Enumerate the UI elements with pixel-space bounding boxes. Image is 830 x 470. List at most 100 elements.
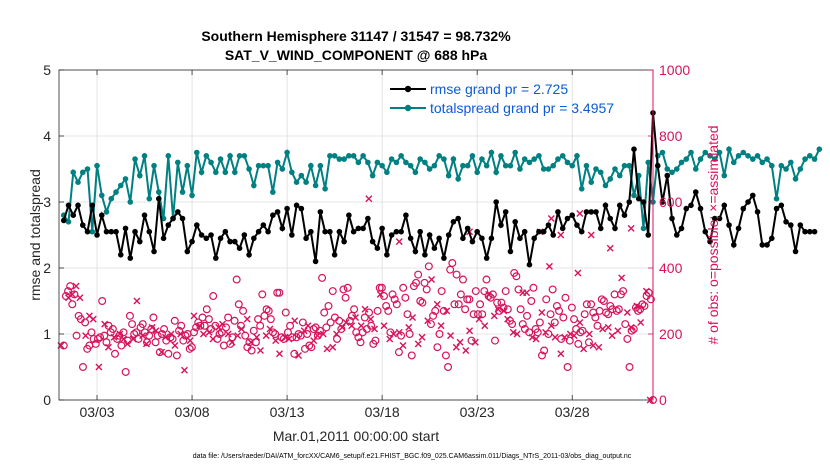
rmse-marker [412, 248, 419, 255]
spread-marker [236, 153, 243, 159]
obs-assimilated-stroke [528, 333, 536, 341]
obs-possible-marker [134, 334, 143, 343]
spread-marker [540, 166, 547, 172]
obs-assimilated-stroke [253, 333, 261, 341]
spread-marker [426, 166, 433, 172]
obs-assimilated-marker [390, 330, 398, 338]
obs-assimilated-marker [291, 317, 299, 325]
obs-assimilated-stroke [561, 333, 569, 341]
spread-marker [631, 192, 637, 199]
obs-possible-marker [450, 300, 459, 309]
obs-assimilated-marker [180, 366, 188, 374]
rmse-marker [754, 209, 761, 215]
rmse-marker [155, 195, 162, 202]
rmse-marker [702, 228, 709, 235]
spread-marker [545, 166, 552, 172]
obs-assimilated-stroke [357, 322, 365, 330]
obs-assimilated-marker [604, 323, 612, 331]
obs-assimilated-stroke [418, 333, 426, 341]
rmse-marker [749, 192, 756, 199]
rmse-marker [60, 217, 67, 224]
obs-assimilated-stroke [161, 333, 169, 341]
rmse-marker [640, 199, 647, 205]
rmse-marker [726, 222, 732, 228]
obs-possible-marker [456, 290, 465, 299]
obs-assimilated-marker [504, 315, 512, 323]
spread-marker [721, 172, 728, 179]
obs-possible-marker [333, 334, 342, 343]
rmse-marker [336, 228, 343, 235]
obs-assimilated-marker [589, 342, 597, 350]
spread-marker [403, 159, 409, 166]
spread-marker [811, 156, 818, 162]
rmse-marker [217, 235, 224, 242]
rmse-marker [659, 199, 666, 205]
obs-assimilated-marker [116, 330, 124, 338]
spread-marker [203, 153, 210, 159]
obs-assimilated-stroke [623, 309, 631, 317]
rmse-marker [393, 228, 400, 235]
obs-possible-marker [247, 346, 256, 355]
spread-marker [640, 225, 647, 232]
spread-marker [692, 166, 699, 172]
spread-marker [308, 162, 314, 169]
obs-assimilated-marker [627, 224, 635, 232]
spread-marker [241, 153, 248, 159]
obs-assimilated-stroke [481, 322, 489, 330]
spread-marker [136, 172, 143, 179]
obs-assimilated-marker [158, 348, 166, 356]
obs-assimilated-stroke [456, 338, 464, 346]
obs-possible-marker [232, 275, 241, 284]
obs-assimilated-marker [89, 315, 97, 323]
rmse-marker [678, 225, 685, 232]
ticks: 03/03 03/08 03/13 03/18 03/23 03/28 0 1 2 3 4 5 0 200… [43, 62, 690, 420]
rmse-marker [284, 205, 290, 212]
spread-marker [441, 156, 447, 162]
rmse-marker [312, 258, 319, 265]
footer-data-file: data file: /Users/raeder/DAI/ATM_forcXX/… [193, 453, 632, 460]
obs-assimilated-marker [606, 244, 614, 252]
obs-possible-marker [501, 287, 510, 296]
obs-possible-marker [542, 295, 551, 304]
obs-possible-marker [384, 306, 393, 315]
rmse-marker [70, 212, 77, 218]
obs-possible-marker [390, 295, 399, 304]
obs-possible-marker [591, 313, 600, 322]
obs-assimilated-marker [177, 330, 185, 338]
spread-marker [474, 169, 480, 176]
spread-marker [431, 162, 438, 169]
obs-assimilated-marker [186, 337, 194, 345]
obs-assimilated-stroke [82, 332, 90, 340]
spread-marker [108, 195, 115, 202]
obs-assimilated-marker [338, 323, 346, 331]
obs-assimilated-stroke [148, 323, 156, 331]
spread-marker [536, 153, 542, 159]
legend-label-rmse: rmse grand pr = 2.725 [430, 81, 568, 97]
obs-possible-marker [535, 318, 544, 327]
spread-marker [127, 199, 134, 205]
obs-assimilated-stroke [295, 351, 302, 359]
obs-assimilated-marker [490, 312, 498, 320]
obs-assimilated-marker [329, 343, 337, 351]
spread-marker [407, 162, 414, 169]
obs-possible-marker [200, 321, 209, 330]
obs-assimilated-stroke [462, 347, 470, 354]
rmse-marker [602, 202, 609, 209]
obs-assimilated-stroke [205, 328, 213, 336]
obs-assimilated-stroke [547, 215, 555, 222]
obs-possible-marker [484, 292, 493, 301]
spread-marker [65, 219, 72, 225]
obs-possible-marker [373, 306, 382, 315]
spread-marker [132, 156, 138, 162]
chart-subtitle: SAT_V_WIND_COMPONENT @ 688 hPa [225, 47, 488, 63]
legend-marker-spread [404, 104, 412, 112]
spread-marker [246, 166, 252, 172]
obs-possible-marker [365, 308, 374, 317]
obs-assimilated-marker [256, 347, 264, 354]
legend-marker-rmse [404, 85, 412, 93]
rmse-marker [365, 215, 371, 222]
obs-assimilated-marker [376, 290, 384, 298]
spread-marker [607, 176, 614, 182]
spread-marker [151, 162, 157, 169]
spread-marker [797, 166, 804, 172]
